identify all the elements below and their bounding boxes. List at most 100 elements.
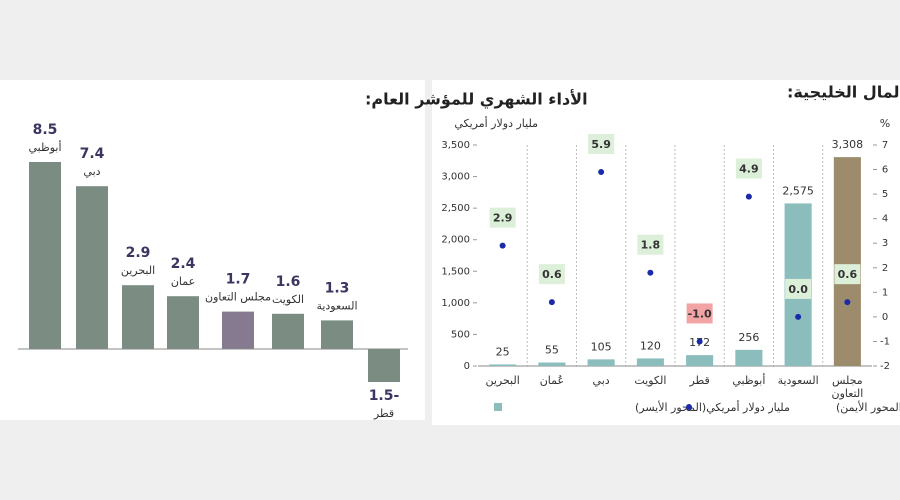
x-tick-label: البحرين xyxy=(485,374,519,387)
value-label: 256 xyxy=(738,331,759,344)
dot-label: 4.9 xyxy=(739,163,759,176)
category-label: دبي xyxy=(83,165,100,178)
y2-tick-label: -1 xyxy=(880,336,890,347)
y-tick-label: 2,500 xyxy=(441,203,470,214)
value-label: 120 xyxy=(640,339,661,352)
y2-axis-label: % xyxy=(880,117,890,130)
y2-tick-label: 3 xyxy=(882,238,888,249)
y-tick-label: 3,500 xyxy=(441,140,470,151)
value-label: 1.7 xyxy=(226,272,251,288)
x-tick-label: عُمان xyxy=(540,374,564,387)
x-tick-label: مجلس التعاون xyxy=(831,374,863,400)
bar xyxy=(321,320,353,349)
dot xyxy=(647,269,654,276)
y-tick-label: 1,500 xyxy=(441,266,470,277)
legend-label: مليار دولار أمريكي(المحور الأيسر) xyxy=(635,400,790,414)
bar xyxy=(636,358,664,366)
dot-label-box xyxy=(637,234,664,255)
dot-label: 5.9 xyxy=(591,138,611,151)
category-label: قطر xyxy=(373,407,394,420)
bar xyxy=(222,311,254,349)
y-tick-label: 2,000 xyxy=(441,235,470,246)
y2-tick-label: 2 xyxy=(882,263,888,274)
value-label: 2.9 xyxy=(126,245,151,261)
category-label: مجلس التعاون xyxy=(205,291,271,304)
y2-tick-label: 1 xyxy=(882,287,888,298)
x-tick-label: الكويت xyxy=(634,374,666,387)
bar xyxy=(833,157,861,366)
dot-label-box xyxy=(489,207,516,228)
legend-dot xyxy=(686,404,692,410)
dot-label-box xyxy=(735,158,762,179)
left-panel xyxy=(0,80,425,420)
bar xyxy=(489,364,517,366)
dot xyxy=(499,242,506,249)
dot xyxy=(844,299,851,306)
dot-label-box xyxy=(588,134,615,155)
value-label: 2.4 xyxy=(171,256,196,272)
category-label: البحرين xyxy=(121,264,155,277)
value-label: 1.6 xyxy=(276,274,301,290)
bar xyxy=(587,359,615,366)
bar xyxy=(29,162,61,349)
dot-label: 2.9 xyxy=(493,212,513,225)
dot xyxy=(795,313,802,320)
y-tick-label: 0 xyxy=(464,361,470,372)
y2-tick-label: 5 xyxy=(882,189,888,200)
value-label: 3,308 xyxy=(832,138,864,151)
legend-swatch xyxy=(494,403,502,411)
value-label: 25 xyxy=(496,345,510,358)
y-tick-label: 500 xyxy=(451,329,470,340)
value-label: 7.4 xyxy=(80,146,105,162)
dot-label: 0.6 xyxy=(838,268,858,281)
y2-tick-label: 6 xyxy=(882,165,888,176)
bar xyxy=(686,355,714,366)
value-label: 8.5 xyxy=(33,122,58,138)
bar xyxy=(122,285,154,349)
bar xyxy=(272,313,304,349)
dot xyxy=(745,193,752,200)
category-label: عمان xyxy=(171,275,195,288)
dot-label-box xyxy=(538,264,565,285)
value-label: 55 xyxy=(545,344,559,357)
value-label: 1.3 xyxy=(325,280,350,296)
value-label: 105 xyxy=(591,340,612,353)
y-tick-label: 3,000 xyxy=(441,172,470,183)
y2-tick-label: -2 xyxy=(880,361,890,372)
category-label: أبوظبي xyxy=(28,140,61,154)
dot-label: 0.0 xyxy=(788,283,808,296)
x-tick-label: أبوظبي xyxy=(732,373,765,387)
dot-label: 1.8 xyxy=(641,239,661,252)
y2-tick-label: 7 xyxy=(882,140,888,151)
y-tick-label: 1,000 xyxy=(441,298,470,309)
bar xyxy=(76,186,108,349)
legend-label: معدل النمو الشهري (المحور الأيمن) xyxy=(836,400,900,414)
right-panel xyxy=(432,80,900,425)
chart-title: القيمة السوقية لأسواق المال الخليجية: xyxy=(787,83,900,102)
y-axis-label: مليار دولار أمريكي xyxy=(454,116,538,130)
category-label: الكويت xyxy=(272,293,304,306)
value-label: 1.5- xyxy=(369,388,400,404)
x-tick-label: السعودية xyxy=(778,374,819,387)
category-label: السعودية xyxy=(316,299,357,312)
x-tick-label: قطر xyxy=(688,374,709,387)
dot-label-box xyxy=(686,303,713,324)
value-label: 2,575 xyxy=(782,184,814,197)
bar xyxy=(167,296,199,349)
bar xyxy=(735,349,763,366)
y2-tick-label: 0 xyxy=(882,312,888,323)
dot-label-box xyxy=(834,264,861,285)
bar xyxy=(538,362,566,366)
dot-label: 0.6 xyxy=(542,268,562,281)
dot xyxy=(598,169,605,176)
dot-label-box xyxy=(785,278,812,299)
dot xyxy=(548,299,555,306)
dot xyxy=(696,338,703,345)
dot-label: -1.0 xyxy=(688,307,712,320)
x-tick-label: دبي xyxy=(593,374,610,387)
y2-tick-label: 4 xyxy=(882,214,888,225)
bar xyxy=(368,349,400,382)
chart-title: الأداء الشهري للمؤشر العام: xyxy=(365,90,588,110)
